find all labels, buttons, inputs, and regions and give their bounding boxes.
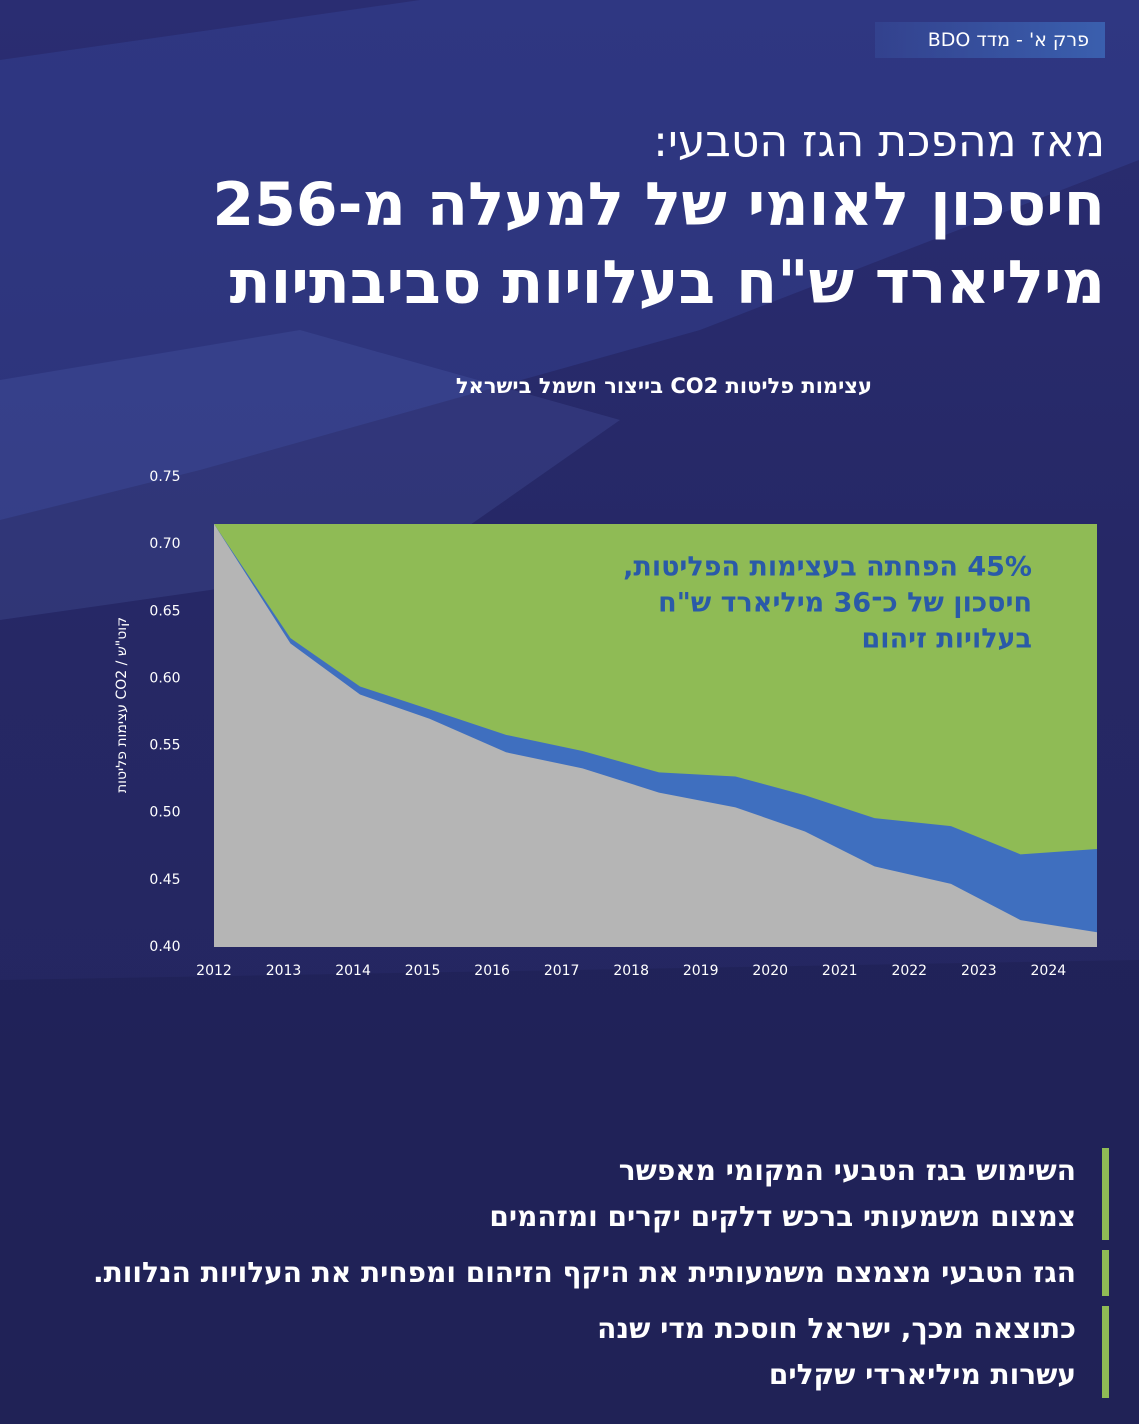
y-tick-label: 0.50 (149, 805, 180, 821)
area (214, 524, 1097, 947)
x-tick-label: 2022 (891, 963, 927, 979)
annotation: 45% הפחתה בעצימות הפליטות, (623, 552, 1032, 583)
annotation: חיסכון של כ־36 מיליארד ש"ח (658, 588, 1032, 619)
x-tick-label: 2012 (196, 963, 232, 979)
x-tick-label: 2021 (822, 963, 858, 979)
y-tick-label: 0.45 (149, 872, 180, 888)
x-tick-label: 2024 (1031, 963, 1067, 979)
x-tick-label: 2016 (474, 963, 510, 979)
x-tick-label: 2014 (335, 963, 371, 979)
y-tick-label: 0.65 (149, 603, 180, 619)
title-line: חיסכון לאומי של למעלה מ-256 (212, 170, 1105, 240)
subtitle: מאז מהפכת הגז הטבעי: (653, 116, 1105, 167)
bullet-line: עשרות מיליארדי שקלים (768, 1358, 1076, 1391)
bullet: השימוש בגז הטבעי המקומי מאפשר צמצום משמע… (489, 1148, 1109, 1240)
y-tick-label: 0.40 (149, 939, 180, 955)
x-tick-label: 2020 (752, 963, 788, 979)
x-tick-label: 2019 (683, 963, 719, 979)
x-tick-label: 2015 (405, 963, 441, 979)
section-badge: פרק א' - מדד BDO (875, 22, 1105, 58)
x-tick-label: 2017 (544, 963, 580, 979)
y-tick-label: 0.55 (149, 738, 180, 754)
annotation: בעלויות זיהום (862, 624, 1033, 655)
bullet: כתוצאה מכך, ישראל חוסכת מדי שנה עשרות מי… (597, 1306, 1109, 1398)
x-tick-label: 2013 (266, 963, 302, 979)
x-tick-label: 2018 (613, 963, 649, 979)
bullet: הגז הטבעי מצמצם משמעותית את היקף הזיהום … (93, 1250, 1109, 1296)
y-tick-label: 0.75 (149, 469, 180, 485)
bullet-line: כתוצאה מכך, ישראל חוסכת מדי שנה (597, 1312, 1076, 1345)
bullet-line: השימוש בגז הטבעי המקומי מאפשר (618, 1154, 1076, 1187)
y-axis-label: עצימות פליטות CO2 / קוט"ש (114, 617, 130, 793)
title-line: מיליארד ש"ח בעלויות סביבתיות (229, 248, 1105, 318)
y-tick-label: 0.60 (149, 670, 180, 686)
bullet-line: צמצום משמעותי ברכש דלקים יקרים ומזהמים (489, 1200, 1076, 1233)
y-tick-label: 0.70 (149, 536, 180, 552)
x-tick-label: 2023 (961, 963, 997, 979)
chart: עצימות פליטות CO2 בייצור חשמל בישראל עצי… (114, 374, 1097, 979)
bullet-line: הגז הטבעי מצמצם משמעותית את היקף הזיהום … (93, 1256, 1076, 1289)
chart-title: עצימות פליטות CO2 בייצור חשמל בישראל (456, 374, 872, 398)
